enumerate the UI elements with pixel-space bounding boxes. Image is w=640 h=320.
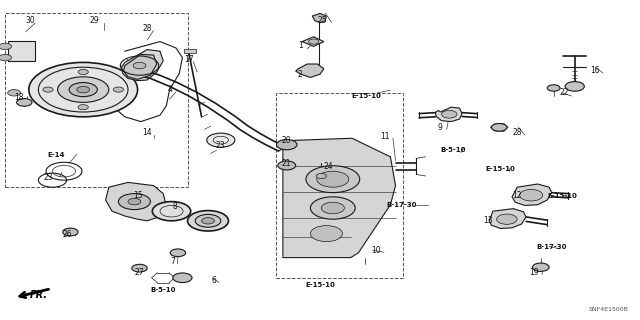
Text: 26: 26	[62, 230, 72, 239]
Circle shape	[492, 124, 507, 131]
Text: 19: 19	[529, 268, 540, 277]
Text: E-14: E-14	[47, 152, 65, 158]
Circle shape	[43, 87, 53, 92]
Text: 17: 17	[184, 55, 194, 64]
Circle shape	[321, 202, 344, 214]
Text: 29: 29	[90, 16, 100, 25]
Text: 23: 23	[43, 173, 53, 182]
Polygon shape	[122, 50, 163, 81]
Text: 25: 25	[317, 16, 327, 25]
Text: 13: 13	[483, 216, 493, 225]
Polygon shape	[302, 37, 324, 46]
Circle shape	[0, 54, 12, 61]
Circle shape	[133, 62, 146, 69]
Text: 28: 28	[143, 24, 152, 33]
Text: FR.: FR.	[29, 290, 47, 300]
Bar	[8, 41, 35, 61]
Text: B-17-30: B-17-30	[387, 203, 417, 208]
Polygon shape	[435, 107, 462, 122]
Circle shape	[170, 249, 186, 257]
Text: 7: 7	[170, 257, 175, 266]
Text: E-15-10: E-15-10	[547, 193, 577, 199]
Circle shape	[278, 161, 296, 170]
Text: 11: 11	[381, 132, 390, 140]
Circle shape	[128, 198, 141, 205]
Circle shape	[310, 197, 355, 219]
Text: 20: 20	[282, 136, 292, 145]
Polygon shape	[312, 13, 326, 22]
Circle shape	[132, 264, 147, 272]
Text: 12: 12	[513, 191, 522, 200]
Text: 10: 10	[371, 246, 381, 255]
Text: 24: 24	[323, 162, 333, 171]
Circle shape	[77, 86, 90, 93]
Text: 1: 1	[298, 41, 303, 50]
Circle shape	[276, 140, 297, 150]
Text: 22: 22	[560, 88, 569, 97]
Text: 23: 23	[216, 141, 226, 150]
Text: 18: 18	[15, 93, 24, 102]
Text: B-17-30: B-17-30	[536, 244, 567, 250]
Bar	[5, 13, 188, 187]
Circle shape	[317, 171, 349, 187]
Circle shape	[532, 263, 549, 271]
Polygon shape	[124, 54, 157, 79]
Circle shape	[152, 202, 191, 221]
Text: B-5-10: B-5-10	[150, 287, 176, 292]
Polygon shape	[296, 64, 324, 77]
Text: E-15-10: E-15-10	[486, 166, 515, 172]
Circle shape	[195, 214, 221, 227]
Circle shape	[63, 228, 78, 236]
Circle shape	[497, 214, 517, 224]
Text: 27: 27	[134, 268, 145, 277]
Circle shape	[113, 87, 124, 92]
Circle shape	[565, 82, 584, 91]
Circle shape	[17, 99, 32, 106]
Text: 15: 15	[132, 191, 143, 200]
Bar	[276, 93, 403, 278]
Polygon shape	[283, 138, 396, 258]
Circle shape	[173, 273, 192, 283]
Text: 28: 28	[513, 128, 522, 137]
Polygon shape	[106, 182, 166, 221]
Circle shape	[69, 83, 97, 97]
Circle shape	[188, 211, 228, 231]
Circle shape	[58, 77, 109, 102]
Circle shape	[0, 43, 12, 50]
Text: 4: 4	[167, 85, 172, 94]
Text: 21: 21	[282, 159, 291, 168]
Circle shape	[306, 166, 360, 193]
Bar	[184, 49, 196, 53]
Circle shape	[202, 218, 214, 224]
Circle shape	[310, 226, 342, 242]
Text: 2: 2	[297, 70, 302, 79]
Circle shape	[308, 39, 319, 44]
Text: 6: 6	[212, 276, 217, 285]
Text: 16: 16	[590, 66, 600, 75]
Circle shape	[29, 62, 138, 117]
Text: SNF4E1500B: SNF4E1500B	[589, 307, 628, 312]
Circle shape	[547, 85, 560, 91]
Text: 30: 30	[26, 16, 36, 25]
Circle shape	[207, 133, 235, 147]
Circle shape	[78, 69, 88, 75]
Text: 8: 8	[172, 202, 177, 211]
Text: B-5-10: B-5-10	[440, 148, 466, 153]
Circle shape	[520, 189, 543, 201]
Circle shape	[78, 105, 88, 110]
Polygon shape	[512, 184, 552, 205]
Circle shape	[118, 194, 150, 210]
Circle shape	[442, 110, 457, 118]
Text: E-15-10: E-15-10	[351, 93, 381, 99]
Text: 14: 14	[142, 128, 152, 137]
Circle shape	[8, 90, 20, 96]
Text: 9: 9	[438, 123, 443, 132]
Polygon shape	[489, 209, 526, 228]
Text: E-15-10: E-15-10	[305, 283, 335, 288]
Circle shape	[316, 173, 326, 179]
